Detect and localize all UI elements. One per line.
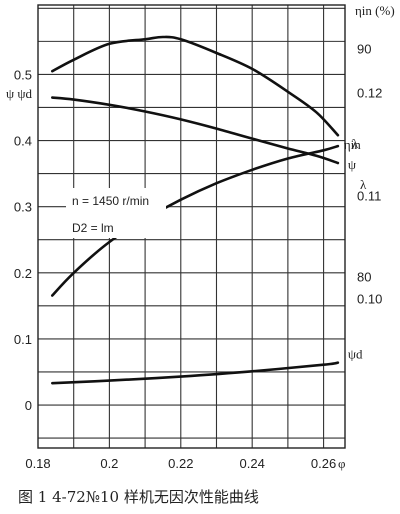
lambda-tick-label: 0.12 <box>357 86 382 101</box>
left-tick-label: 0.2 <box>14 266 32 281</box>
figure-caption: 图 1 4-72№10 样机无因次性能曲线 <box>18 488 259 506</box>
series-line-psi-d <box>51 361 340 385</box>
lambda-axis-title: λ <box>360 177 367 192</box>
series-label-psi-d: ψd <box>348 347 363 362</box>
left-tick-label: 0.3 <box>14 200 32 215</box>
left-tick-label: 0.4 <box>14 134 32 149</box>
series-line-psi <box>51 96 340 165</box>
x-tick-label: 0.2 <box>100 456 118 471</box>
left-axis-title: ψ ψd <box>6 86 33 101</box>
annotation-diameter: D2 = lm <box>72 221 114 235</box>
series-curves <box>51 35 340 385</box>
grid-lines <box>38 5 345 448</box>
x-axis-title: φ <box>338 456 346 471</box>
series-label-lambda: λ <box>352 136 359 151</box>
eta-tick-label: 90 <box>357 41 371 56</box>
series-label-eta-in: ηin <box>344 137 361 152</box>
annotation-background <box>66 188 166 238</box>
x-tick-label: 0.18 <box>25 456 50 471</box>
left-tick-label: 0.5 <box>14 67 32 82</box>
series-line-lambda <box>51 144 340 297</box>
plot-frame <box>37 4 346 449</box>
left-tick-label: 0 <box>25 398 32 413</box>
left-tick-label: 0.1 <box>14 332 32 347</box>
x-tick-label: 0.26 <box>311 456 336 471</box>
lambda-tick-label: 0.11 <box>357 189 381 204</box>
annotation-speed: n = 1450 r/min <box>72 194 149 208</box>
eta-axis-title: ηin (%) <box>355 3 395 18</box>
x-tick-label: 0.22 <box>168 456 193 471</box>
series-labels: ηin ψλ ψd <box>344 136 363 362</box>
series-line-eta-in <box>51 35 340 137</box>
lambda-tick-label: 0.10 <box>357 292 382 307</box>
tick-labels: 0.18 0.2 0.22 0.24 0.26 0 0.1 0.2 0.3 0.4 0.5 80 90 0… <box>14 41 382 471</box>
x-tick-label: 0.24 <box>240 456 265 471</box>
eta-tick-label: 80 <box>357 270 371 285</box>
series-label-psi: ψ <box>348 157 356 172</box>
